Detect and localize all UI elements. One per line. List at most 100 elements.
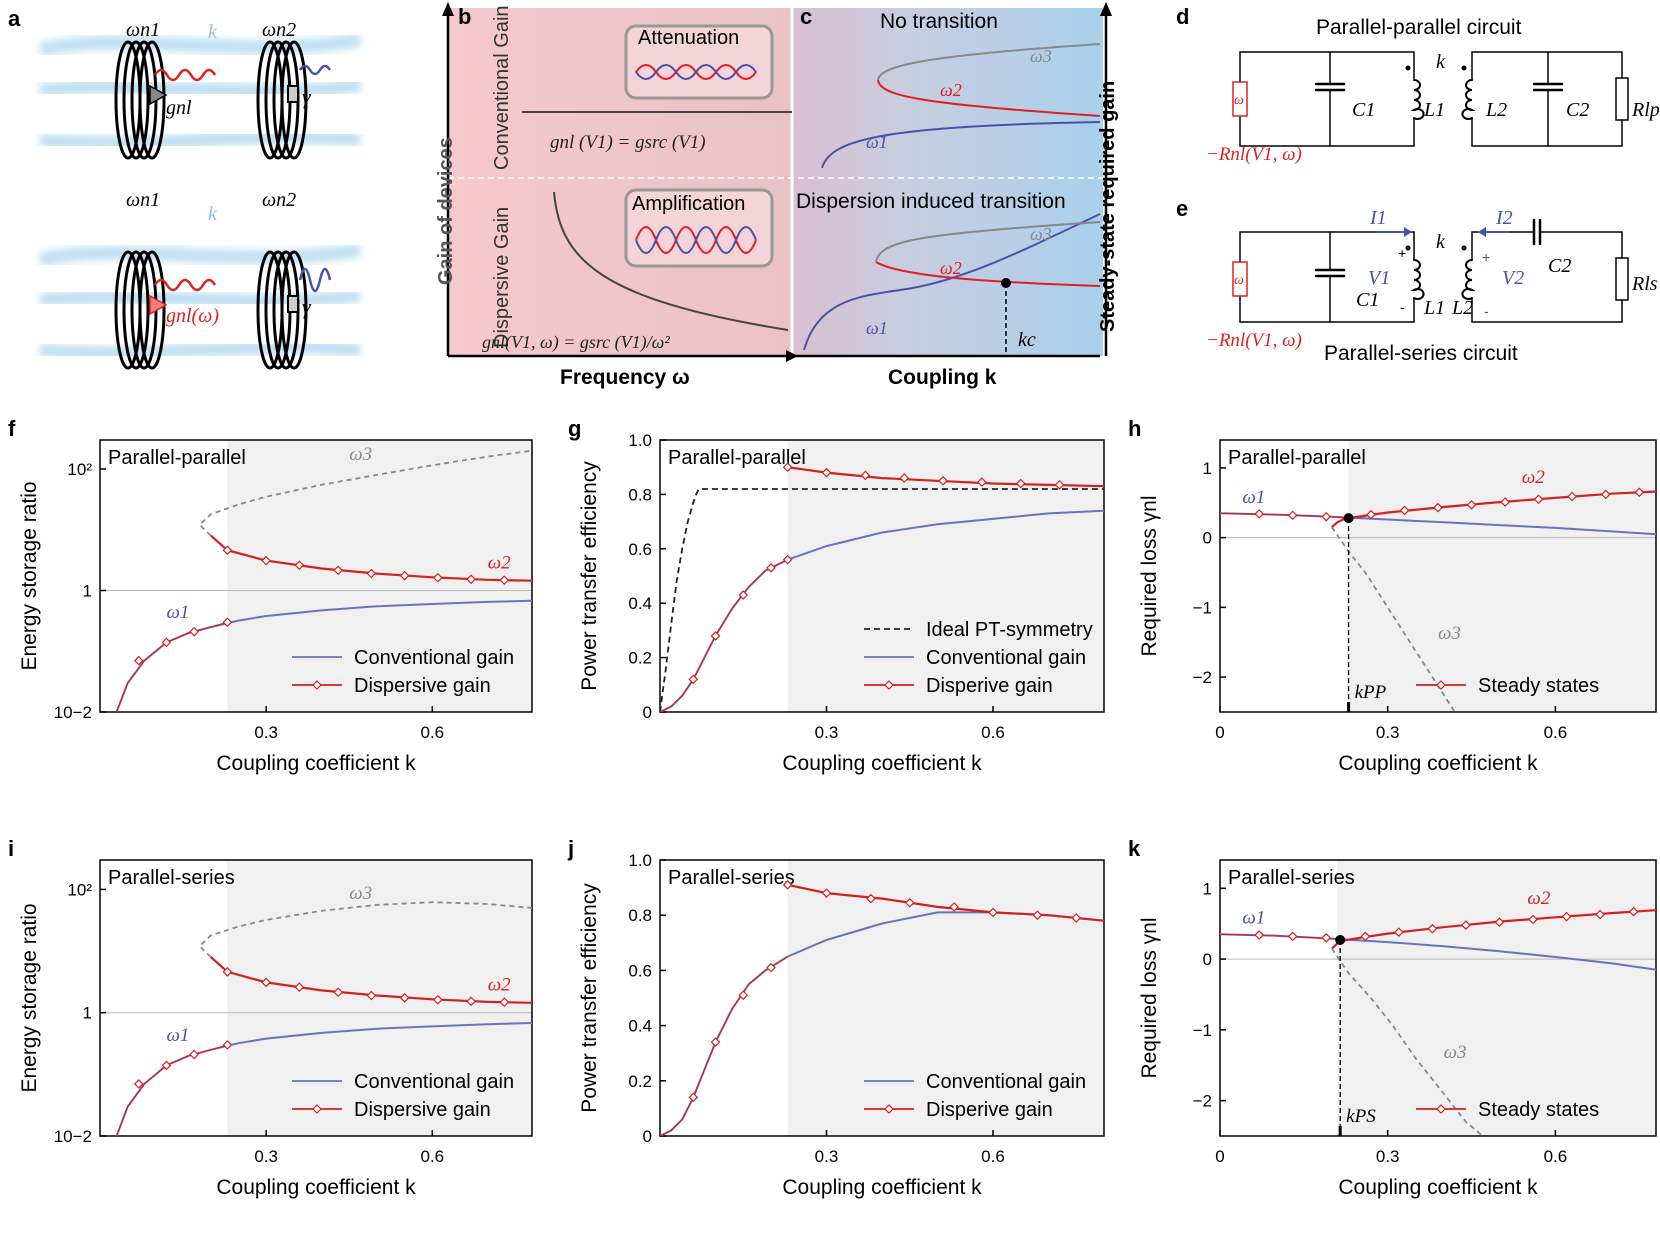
legend-label: Disperive gain [926, 675, 1053, 697]
y-tick-label: 0.6 [628, 961, 652, 980]
field-line [39, 130, 361, 150]
y-tick-label: 0.8 [628, 485, 652, 504]
y-tick-label: 0 [1203, 529, 1212, 548]
d-Rnl: −Rnl(V1, ω) [1206, 144, 1302, 165]
b-ylabel: Gain of devices [435, 137, 457, 285]
x-tick-label: 0.6 [981, 1147, 1005, 1166]
series-annotation: ω2 [488, 553, 511, 574]
data-marker [1360, 931, 1371, 942]
legend-marker [312, 1104, 322, 1114]
e-C1: C1 [1356, 289, 1379, 311]
panel-c-background [793, 8, 1103, 356]
c-w3-label: ω3 [1030, 224, 1052, 244]
series-annotation: ω1 [1242, 487, 1265, 508]
series-line [198, 449, 532, 537]
y-tick-label: 0.4 [628, 594, 652, 613]
plot-frame [99, 439, 533, 713]
x-axis-label: Coupling coefficient k [782, 752, 982, 775]
coil-1 [114, 250, 166, 370]
data-marker [222, 1040, 233, 1050]
data-marker [1427, 923, 1438, 934]
panel-letter-c: c [800, 4, 812, 29]
shaded-region [227, 440, 532, 712]
data-marker [1287, 931, 1298, 942]
legend-label: Steady states [1478, 675, 1599, 697]
plot-frame [659, 859, 1105, 1137]
c-top-title: No transition [880, 10, 998, 33]
data-marker [1634, 487, 1645, 498]
e-minus: - [1484, 303, 1489, 319]
e-V1: V1 [1368, 267, 1390, 289]
y-tick-label: 1 [83, 581, 92, 600]
dot-icon [1405, 65, 1411, 71]
x-tick-label: 0.6 [981, 723, 1005, 742]
data-marker [499, 997, 510, 1008]
shaded-region [1337, 860, 1656, 1136]
y-tick-label: 10−2 [54, 1127, 92, 1146]
e-wires [1239, 218, 1629, 323]
series-line [1331, 947, 1484, 1136]
attenuation-frame [624, 24, 774, 100]
c-bottom-w2 [875, 261, 1101, 287]
y-tick-label: −1 [1193, 598, 1212, 617]
wave-blue [298, 64, 332, 76]
chart-j: 0.3 0.6 0 0.2 0.4 0.6 0.8 1.0 j Parallel-series Co… [567, 836, 1105, 1199]
loss-box-icon [287, 295, 299, 313]
attenuation-box: Attenuation [624, 24, 774, 100]
chart-k: 0 0.3 0.6 −2 −1 0 1 k Parallel-series Coupling co… [1128, 836, 1657, 1199]
series-line [1220, 512, 1349, 519]
series-line [116, 621, 228, 712]
panel-a: a ωn1 ωn2 k gnl γ [8, 6, 362, 370]
y-tick-label: 0 [643, 1127, 652, 1146]
data-marker [399, 570, 410, 581]
series-line [210, 534, 532, 582]
data-marker [1494, 917, 1505, 928]
data-marker [1533, 494, 1544, 505]
legend-marker [884, 1104, 894, 1114]
legend-marker [1436, 1104, 1446, 1114]
panel-letter-f: f [8, 416, 16, 441]
c-w1-label: ω1 [866, 318, 888, 338]
arrow-icon [786, 350, 798, 362]
amplification-box: Amplification [624, 188, 774, 268]
data-marker [189, 626, 200, 637]
legend-marker [1436, 680, 1446, 690]
data-marker [1254, 509, 1264, 519]
x-axis-label: Coupling coefficient k [216, 752, 416, 775]
d-R: Rlp [1631, 99, 1660, 121]
shaded-region [227, 860, 532, 1136]
series-group [660, 462, 1104, 712]
e-L1: L1 [1423, 297, 1445, 319]
chart-title: Parallel-parallel [108, 447, 246, 469]
legend-label: Conventional gain [354, 1071, 514, 1093]
attenuation-label: Attenuation [638, 27, 739, 49]
data-marker [710, 1037, 721, 1048]
arrow-icon [1100, 2, 1112, 16]
d-L1: L1 [1423, 99, 1445, 121]
amplification-label: Amplification [632, 193, 745, 215]
b-dispersive: Dispersive Gain [491, 207, 513, 348]
legend-label: Steady states [1478, 1099, 1599, 1121]
data-marker [161, 1060, 172, 1071]
x-tick-label: 0.3 [254, 723, 278, 742]
y-tick-label: 0.4 [628, 1017, 652, 1036]
arrow-icon [442, 2, 454, 16]
shaded-region [787, 860, 1104, 1136]
data-marker [688, 674, 699, 685]
data-marker [333, 987, 344, 998]
x-tick-label: 0.3 [1376, 723, 1400, 742]
x-tick-label: 0.3 [1376, 1147, 1400, 1166]
series-annotation: ω3 [349, 444, 372, 465]
data-marker [738, 990, 749, 1001]
series-annotation: ω2 [1527, 888, 1550, 909]
y-tick-label: 0.2 [628, 649, 652, 668]
data-marker [782, 879, 793, 890]
legend-label: Dispersive gain [354, 1099, 491, 1121]
charts: 0.3 0.610−2110²fParallel-parallelCoupling… [8, 416, 1657, 1199]
series-line [660, 488, 1104, 712]
data-marker [1466, 500, 1477, 510]
x-axis-label: Coupling coefficient k [782, 1176, 982, 1199]
wave-blue [298, 267, 332, 293]
amplification-frame [624, 188, 774, 268]
